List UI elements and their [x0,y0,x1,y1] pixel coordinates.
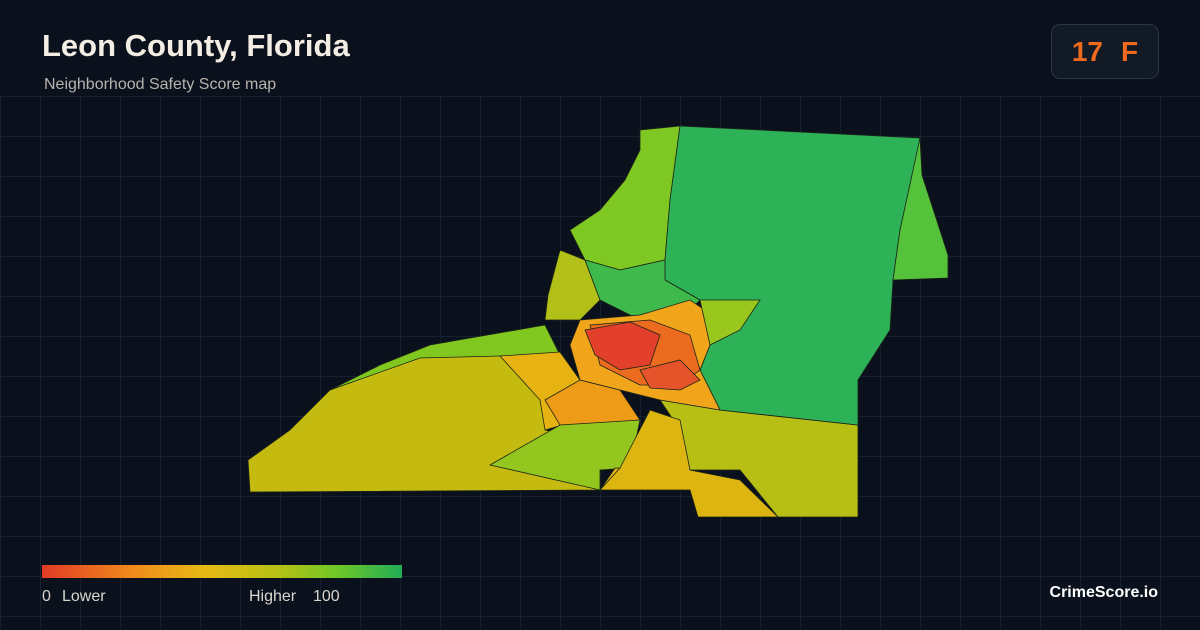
region [599,409,779,518]
legend-max: 100 [313,588,340,605]
legend-min-label: Lower [62,588,106,605]
region [584,321,661,371]
legend-min: 0 [42,588,51,605]
legend-gradient [42,565,402,578]
brand: CrimeScore.io [1049,584,1158,601]
region [892,137,949,281]
title: Leon County, Florida [42,28,350,63]
region [639,359,701,391]
region [569,125,681,271]
region [699,299,761,346]
score-grade: F [1121,35,1139,67]
score-badge: 17 F [1051,24,1159,79]
subtitle: Neighborhood Safety Score map [44,76,277,93]
legend-max-label: Higher [249,588,297,605]
score-value: 17 [1071,35,1104,67]
region [329,324,561,391]
